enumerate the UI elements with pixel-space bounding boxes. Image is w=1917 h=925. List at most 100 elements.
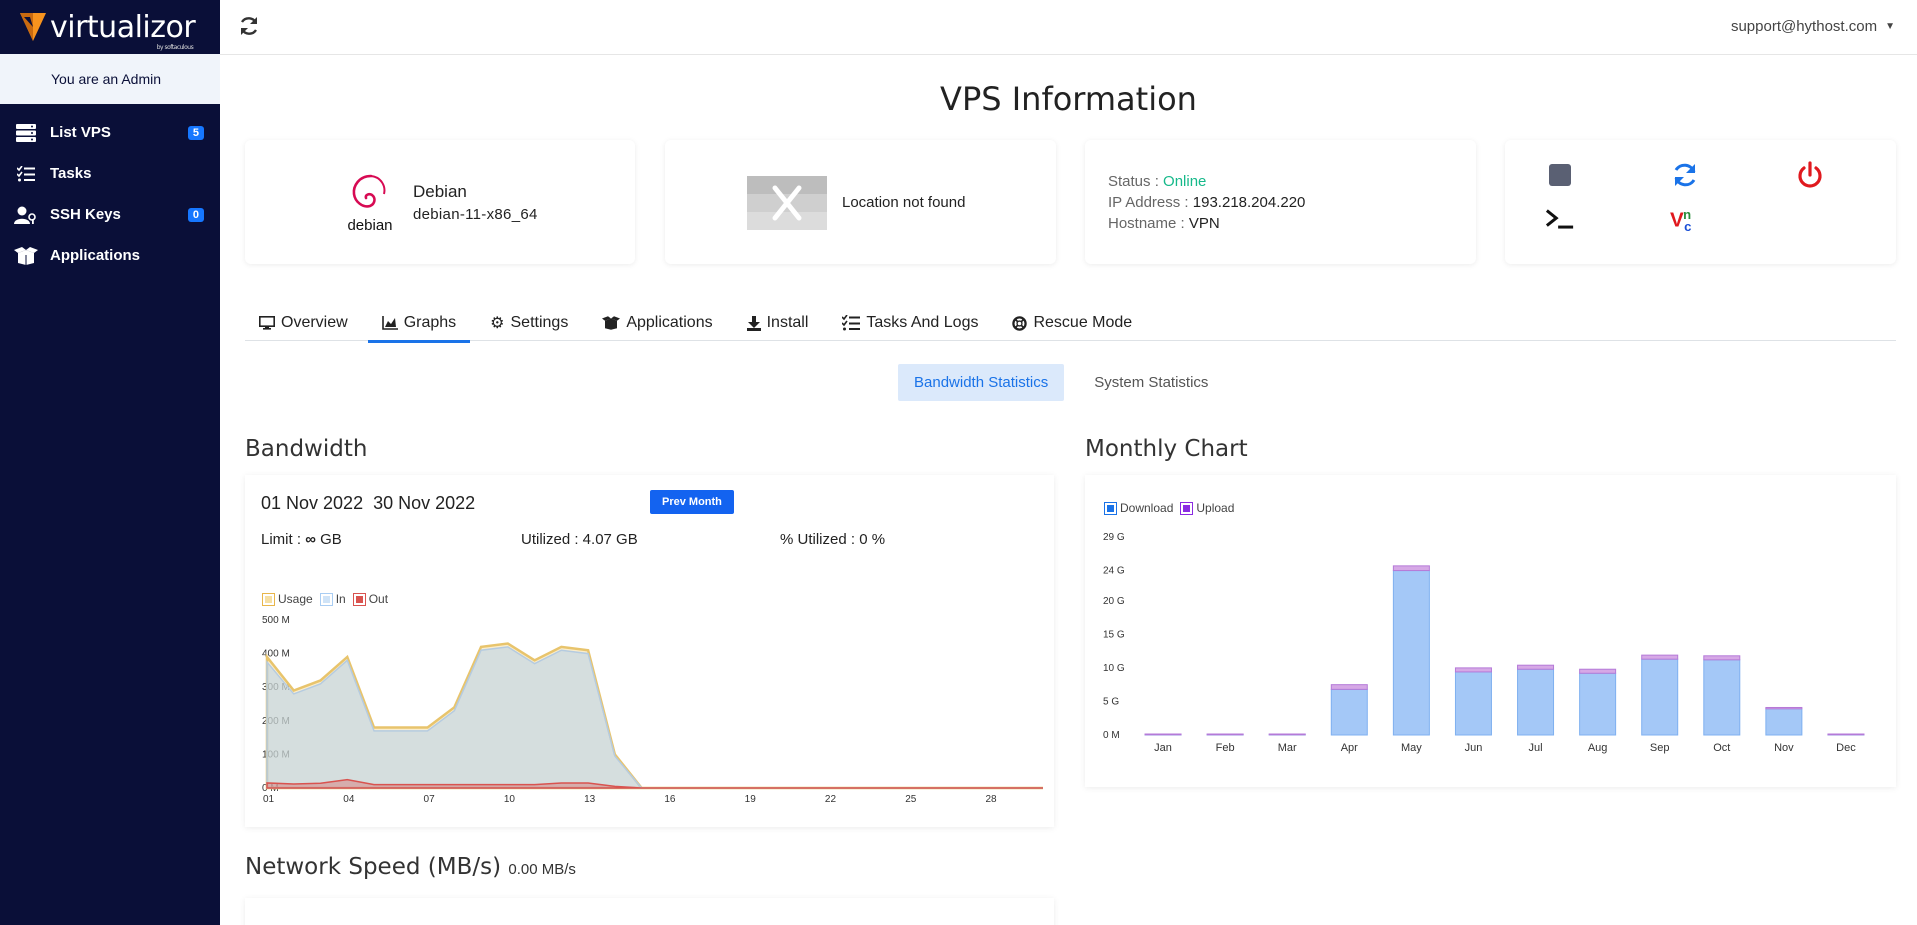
logo-text: virtualizor by softaculous bbox=[50, 9, 196, 51]
monthly-chart-panel: Download Upload 0 M 5 G 10 G 15 G 20 G 24 G 29… bbox=[1085, 475, 1896, 787]
tab-label: Rescue Mode bbox=[1033, 314, 1133, 331]
infinity-icon: ∞ bbox=[305, 531, 316, 548]
ip-row: IP Address : 193.218.204.220 bbox=[1108, 194, 1305, 211]
tab-graphs[interactable]: Graphs bbox=[367, 305, 471, 343]
network-speed-value: 0.00 MB/s bbox=[508, 861, 576, 878]
sidebar-item-label: Applications bbox=[50, 247, 141, 264]
vnc-icon: V n c bbox=[1670, 207, 1691, 233]
gear-icon: ⚙ bbox=[490, 315, 505, 332]
bar-upload bbox=[1392, 565, 1430, 572]
start-date: 01 Nov 2022 bbox=[261, 493, 364, 513]
bar-upload bbox=[1641, 654, 1679, 660]
x-tick-label: 28 bbox=[985, 794, 997, 805]
sidebar-item-label: Tasks bbox=[50, 165, 92, 182]
sidebar-item-tasks[interactable]: Tasks bbox=[0, 153, 220, 194]
virtualizor-logo-icon bbox=[20, 13, 46, 41]
x-tick-label: 16 bbox=[664, 794, 676, 805]
tab-label: Tasks And Logs bbox=[866, 314, 979, 331]
tab-label: Install bbox=[766, 314, 809, 331]
bar-upload bbox=[1517, 664, 1555, 670]
legend-download: Download bbox=[1120, 501, 1174, 515]
sidebar-item-list-vps[interactable]: List VPS 5 bbox=[0, 112, 220, 153]
x-tick-label: 22 bbox=[825, 794, 837, 805]
console-button[interactable] bbox=[1545, 204, 1575, 234]
monthly-bar-chart: 0 M 5 G 10 G 15 G 20 G 24 G 29 G Jan Feb Mar Apr Ma… bbox=[1103, 532, 1865, 754]
area-chart-icon bbox=[381, 316, 398, 330]
legend-item[interactable]: Out bbox=[352, 592, 388, 607]
x-tick-label: Jan bbox=[1154, 742, 1172, 754]
tab-settings[interactable]: ⚙ Settings bbox=[476, 305, 582, 341]
x-tick-label: 25 bbox=[905, 794, 917, 805]
user-menu[interactable]: support@hythost.com ▼ bbox=[1731, 18, 1895, 35]
x-tick-label: Aug bbox=[1588, 742, 1608, 754]
os-version: debian-11-x86_64 bbox=[413, 206, 538, 223]
bar-upload bbox=[1703, 655, 1741, 661]
legend-item[interactable]: In bbox=[319, 592, 346, 607]
x-tick-label: Jun bbox=[1465, 742, 1483, 754]
download-icon bbox=[746, 315, 761, 331]
location-card: Location not found bbox=[665, 140, 1056, 264]
ip-label: IP Address : bbox=[1108, 194, 1189, 211]
actions-card: V n c bbox=[1505, 140, 1896, 264]
graph-subtabs: Bandwidth Statistics System Statistics bbox=[898, 364, 1224, 401]
restart-button[interactable] bbox=[1670, 160, 1700, 190]
y-tick-label: 10 G bbox=[1103, 663, 1125, 674]
tab-system-statistics[interactable]: System Statistics bbox=[1094, 374, 1209, 391]
svg-text:c: c bbox=[1684, 219, 1691, 233]
bandwidth-heading: Bandwidth bbox=[245, 436, 368, 462]
stop-icon bbox=[1549, 164, 1571, 186]
page-title: VPS Information bbox=[940, 80, 1197, 118]
legend-item[interactable]: Upload bbox=[1180, 501, 1234, 516]
network-speed-panel bbox=[245, 898, 1054, 925]
sidebar-item-ssh-keys[interactable]: SSH Keys 0 bbox=[0, 194, 220, 235]
x-tick-label: Apr bbox=[1341, 742, 1358, 754]
hostname-value: VPN bbox=[1188, 215, 1220, 232]
tab-install[interactable]: Install bbox=[733, 305, 823, 341]
stop-button[interactable] bbox=[1545, 160, 1575, 190]
bar-upload bbox=[1268, 733, 1306, 736]
y-tick-label: 500 M bbox=[262, 615, 290, 626]
svg-text:n: n bbox=[1683, 207, 1691, 222]
user-key-icon bbox=[14, 205, 38, 225]
legend-item[interactable]: Download bbox=[1104, 501, 1174, 516]
end-date: 30 Nov 2022 bbox=[373, 493, 476, 513]
x-tick-label: May bbox=[1401, 742, 1422, 754]
bar-upload bbox=[1579, 668, 1617, 674]
tab-overview[interactable]: Overview bbox=[245, 305, 362, 341]
bandwidth-panel: 01 Nov 2022 30 Nov 2022 Prev Month Limit… bbox=[245, 475, 1054, 827]
svg-text:V: V bbox=[1670, 209, 1684, 232]
y-tick-label: 5 G bbox=[1103, 696, 1119, 707]
os-name: Debian bbox=[413, 182, 467, 201]
series-area-out bbox=[266, 778, 1043, 789]
y-tick-label: 0 M bbox=[1103, 730, 1120, 741]
x-tick-label: Feb bbox=[1216, 742, 1235, 754]
y-tick-label: 400 M bbox=[262, 649, 290, 660]
tab-label: Settings bbox=[510, 314, 569, 331]
bar-download bbox=[1641, 658, 1679, 736]
x-tick-label: 01 bbox=[263, 794, 275, 805]
sidebar-item-applications[interactable]: Applications bbox=[0, 235, 220, 276]
utilized-stat: Utilized : 4.07 GB bbox=[521, 531, 638, 548]
tab-rescue-mode[interactable]: Rescue Mode bbox=[998, 305, 1146, 341]
vnc-button[interactable]: V n c bbox=[1670, 204, 1700, 234]
tab-applications[interactable]: Applications bbox=[588, 305, 726, 341]
refresh-icon[interactable] bbox=[238, 15, 260, 37]
tab-bandwidth-statistics[interactable]: Bandwidth Statistics bbox=[898, 364, 1065, 401]
y-tick-label: 15 G bbox=[1103, 629, 1125, 640]
bar-upload bbox=[1206, 733, 1244, 736]
bar-download bbox=[1765, 708, 1803, 736]
status-card: Status : Online IP Address : 193.218.204… bbox=[1085, 140, 1476, 264]
network-speed-heading: Network Speed (MB/s) 0.00 MB/s bbox=[245, 854, 576, 880]
legend-item[interactable]: Usage bbox=[262, 592, 313, 607]
x-tick-label: 13 bbox=[584, 794, 596, 805]
logo[interactable]: virtualizor by softaculous bbox=[0, 0, 220, 54]
prev-month-button[interactable]: Prev Month bbox=[650, 490, 734, 514]
limit-label: Limit : bbox=[261, 531, 302, 548]
sidebar-item-label: List VPS bbox=[50, 124, 111, 141]
box-open-icon bbox=[14, 246, 38, 266]
tab-tasks-and-logs[interactable]: Tasks And Logs bbox=[828, 305, 992, 341]
power-off-button[interactable] bbox=[1795, 160, 1825, 190]
restart-icon bbox=[1674, 163, 1696, 187]
terminal-icon bbox=[1545, 209, 1574, 229]
hostname-label: Hostname : bbox=[1108, 215, 1185, 232]
